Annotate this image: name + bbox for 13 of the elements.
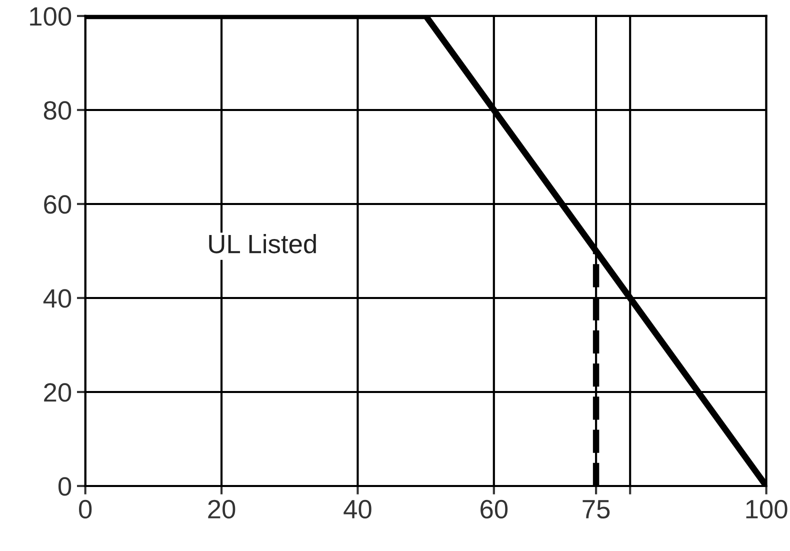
y-tick-label: 80 bbox=[44, 101, 72, 120]
x-tick-label: 100 bbox=[746, 500, 788, 519]
y-tick-label: 40 bbox=[43, 289, 72, 308]
y-tick-label: 0 bbox=[58, 477, 72, 496]
y-tick-label: 60 bbox=[44, 195, 72, 214]
x-tick-label: 75 bbox=[582, 500, 610, 519]
x-tick-label: 20 bbox=[208, 500, 236, 519]
x-tick-label: 0 bbox=[79, 500, 92, 519]
x-tick-label: 40 bbox=[344, 500, 372, 519]
y-tick-label: 20 bbox=[44, 383, 72, 402]
x-tick-label: 60 bbox=[480, 500, 508, 519]
annotation: UL Listed bbox=[209, 234, 316, 254]
y-tick-label: 100 bbox=[30, 7, 72, 26]
